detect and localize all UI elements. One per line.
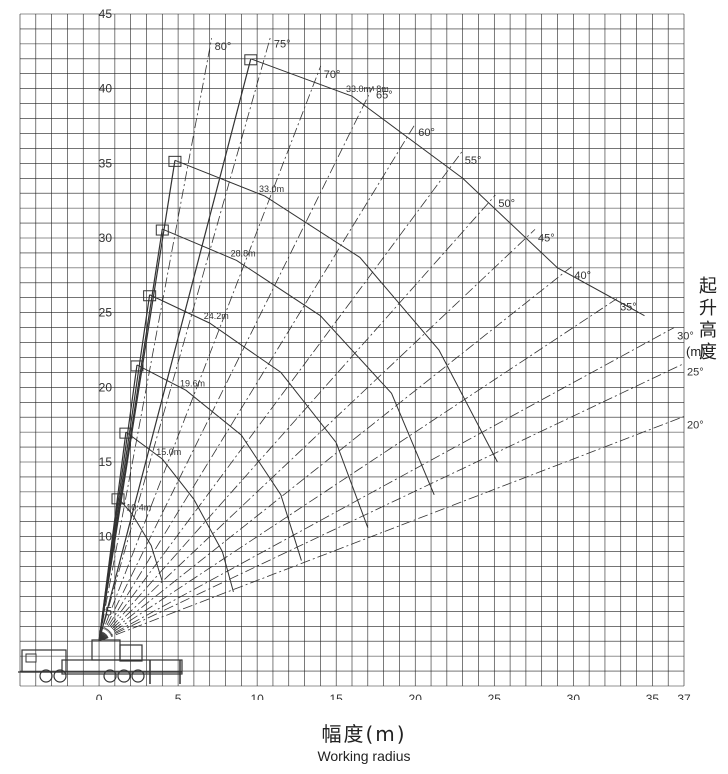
angle-label: 25° <box>687 367 704 379</box>
y-tick-label: 30 <box>99 231 113 245</box>
angle-label: 75° <box>274 38 291 50</box>
angle-label: 20° <box>687 419 704 431</box>
x-tick-label: 15 <box>330 692 344 700</box>
hook-block-icon <box>155 224 169 236</box>
x-axis-label-english: Working radius <box>317 748 411 764</box>
boom-length-label: 33.0m+8m <box>346 84 389 94</box>
angle-ray <box>98 86 374 642</box>
angle-label: 80° <box>215 41 232 53</box>
y-tick-label: 15 <box>99 455 113 469</box>
hook-block-icon <box>244 54 258 66</box>
boom-length-label: 33.0m <box>259 184 284 194</box>
angle-ray <box>98 327 675 642</box>
x-tick-label: 25 <box>488 692 502 700</box>
angle-ray <box>98 151 463 642</box>
boom-length-label: 19.6m <box>180 378 205 388</box>
load-chart: 0 5 10 15 20 25 30 35 37 5 10 15 20 25 30 35 40 45 80° 75°… <box>18 7 704 700</box>
boom-length-label: 28.8m <box>231 248 256 258</box>
y-axis-unit: (m) <box>686 344 706 359</box>
height-curve <box>149 294 369 528</box>
height-curve <box>125 431 234 593</box>
height-curve <box>162 228 435 496</box>
x-tick-label: 20 <box>409 692 423 700</box>
y-tick-label: 10 <box>99 530 113 544</box>
boom-line <box>98 160 176 642</box>
x-tick-label: 5 <box>175 692 182 700</box>
crane-truck-icon <box>18 639 183 684</box>
height-curve <box>250 58 645 317</box>
x-axis-label: 幅度(m) <box>321 722 407 746</box>
angle-ray <box>98 298 618 642</box>
angle-ray <box>98 363 685 642</box>
boom-angle-lines: 80° 75°70°65°60°55°50°45°40°35°30°25°20° <box>98 35 704 642</box>
y-axis-label: 起升高度 <box>699 276 717 363</box>
angle-ray <box>98 123 416 642</box>
x-tick-label: 37 <box>677 692 691 700</box>
angle-label: 70° <box>324 69 341 81</box>
x-tick-label: 10 <box>250 692 264 700</box>
boom-length-label: 10.4m <box>126 502 151 512</box>
angle-label: 50° <box>498 198 515 210</box>
boom-length-label: 24.2m <box>204 311 229 321</box>
angle-ray <box>98 65 322 642</box>
angle-label: 55° <box>465 155 482 167</box>
x-tick-label: 30 <box>567 692 581 700</box>
angle-ray <box>98 416 685 642</box>
angle-label: 45° <box>538 232 555 244</box>
y-tick-label: 5 <box>105 604 112 618</box>
height-curves: 10.4m 15.0m 19.6m 24.2m 28.8m 33.0m 33.0m+8m <box>117 58 645 593</box>
height-curve <box>117 497 163 582</box>
height-curve <box>136 364 302 561</box>
y-tick-label: 35 <box>99 156 113 170</box>
y-tick-label: 40 <box>99 82 113 96</box>
angle-ray <box>98 266 572 642</box>
boom-line <box>98 58 252 642</box>
x-tick-label: 35 <box>646 692 660 700</box>
angle-label: 30° <box>677 331 694 343</box>
y-tick-label: 45 <box>99 7 113 21</box>
height-curve <box>174 159 498 463</box>
angle-ray <box>98 194 496 642</box>
angle-ray <box>98 35 272 642</box>
angle-label: 60° <box>418 127 435 139</box>
y-tick-label: 25 <box>99 306 113 320</box>
boom-sections <box>98 54 258 642</box>
angle-ray <box>98 38 212 642</box>
angle-ray <box>98 229 536 642</box>
angle-label: 65° <box>376 89 393 101</box>
hook-block-icon <box>143 290 157 302</box>
boom-length-label: 15.0m <box>156 447 181 457</box>
hook-block-icon <box>168 155 182 167</box>
angle-label: 40° <box>574 270 591 282</box>
y-tick-label: 20 <box>99 380 113 394</box>
x-tick-label: 0 <box>96 692 103 700</box>
